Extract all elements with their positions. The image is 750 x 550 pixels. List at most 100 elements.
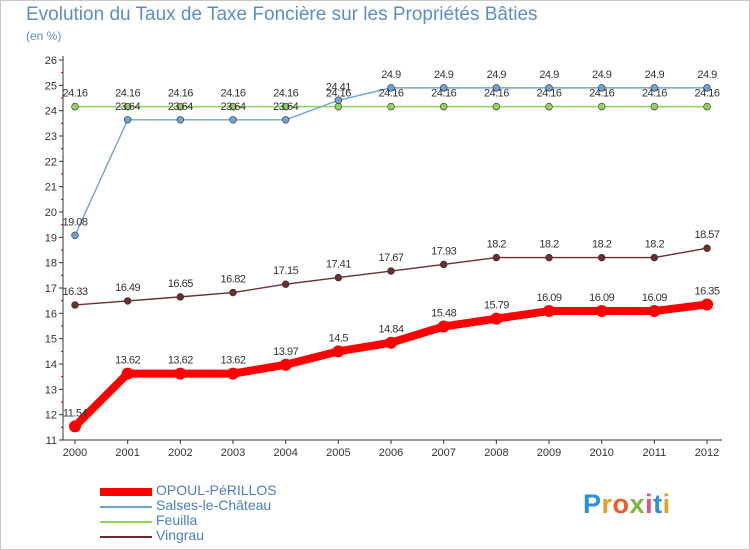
- y-tick-label: 21: [45, 182, 57, 194]
- x-tick-label: 2008: [484, 447, 508, 459]
- legend-swatch: [100, 521, 152, 523]
- data-label: 24.16: [220, 88, 245, 100]
- data-label: 16.49: [115, 282, 140, 294]
- logo-letter: i: [645, 489, 654, 519]
- x-tick-label: 2011: [643, 447, 667, 459]
- data-point: [69, 420, 81, 433]
- data-label: 18.57: [695, 229, 720, 241]
- y-tick-label: 15: [45, 334, 57, 346]
- logo-letter: o: [612, 489, 630, 519]
- legend-swatch: [100, 488, 152, 496]
- data-label: 24.16: [431, 88, 456, 100]
- y-tick-label: 23: [45, 131, 57, 143]
- legend-label: Salses-le-Château: [156, 497, 272, 513]
- data-point: [439, 84, 448, 92]
- data-point: [703, 244, 711, 252]
- y-tick-label: 13: [45, 384, 57, 396]
- x-tick-label: 2000: [63, 447, 87, 459]
- data-label: 15.79: [484, 300, 509, 312]
- data-point: [650, 102, 659, 111]
- data-point: [123, 116, 132, 124]
- data-label: 24.9: [434, 69, 454, 81]
- data-label: 24.9: [539, 69, 559, 81]
- data-point: [332, 345, 345, 358]
- data-point: [387, 102, 395, 111]
- data-point: [334, 273, 343, 282]
- data-label: 17.93: [431, 245, 456, 257]
- data-point: [439, 102, 448, 111]
- data-point: [650, 253, 659, 262]
- data-point: [701, 298, 714, 311]
- x-tick-label: 2003: [221, 447, 245, 459]
- logo-letter: i: [662, 489, 671, 519]
- y-tick-label: 16: [45, 308, 57, 320]
- legend-item-opoul: OPOUL-PéRILLOS: [100, 482, 320, 500]
- data-point: [281, 102, 290, 111]
- x-tick-label: 2002: [168, 447, 192, 459]
- data-label: 16.09: [589, 292, 614, 304]
- data-point: [439, 260, 448, 269]
- y-tick-label: 17: [45, 283, 57, 295]
- data-label: 24.9: [645, 69, 665, 81]
- y-tick-label: 12: [45, 410, 57, 422]
- data-point: [281, 280, 290, 288]
- data-point: [387, 84, 395, 92]
- data-label: 16.82: [220, 274, 245, 286]
- data-label: 24.16: [168, 88, 193, 100]
- data-point: [71, 301, 79, 309]
- y-tick-label: 25: [45, 80, 57, 92]
- data-point: [71, 102, 79, 111]
- data-label: 14.84: [379, 324, 404, 336]
- y-tick-label: 20: [45, 207, 57, 219]
- y-tick-label: 11: [46, 435, 57, 447]
- data-point: [279, 358, 292, 371]
- data-label: 18.2: [487, 239, 507, 251]
- plot-area: [63, 56, 722, 440]
- data-label: 24.16: [695, 88, 720, 100]
- data-point: [387, 267, 395, 275]
- data-point: [229, 102, 237, 111]
- legend-swatch: [100, 536, 152, 538]
- data-point: [334, 96, 343, 104]
- proxiti-logo: Proxiti: [583, 489, 671, 520]
- y-tick-label: 24: [45, 106, 57, 118]
- data-label: 23.64: [273, 101, 298, 113]
- data-label: 17.67: [379, 252, 404, 264]
- y-tick-label: 19: [45, 232, 57, 244]
- logo-letter: x: [629, 489, 646, 519]
- data-point: [229, 288, 237, 297]
- data-point: [176, 116, 185, 124]
- logo-letter: r: [601, 489, 613, 519]
- data-label: 13.62: [220, 355, 245, 367]
- y-tick-label: 18: [45, 258, 57, 270]
- legend-label: OPOUL-PéRILLOS: [156, 482, 277, 498]
- data-point: [597, 102, 606, 111]
- legend-swatch: [100, 506, 152, 508]
- x-tick-label: 2012: [695, 447, 719, 459]
- logo-letter: t: [653, 489, 663, 519]
- data-point: [492, 84, 501, 92]
- data-point: [334, 102, 343, 111]
- data-label: 16.09: [537, 292, 562, 304]
- data-label: 24.9: [487, 69, 507, 81]
- legend-label: Vingrau: [156, 527, 205, 543]
- y-tick-label: 22: [45, 156, 57, 168]
- data-point: [545, 253, 553, 262]
- data-point: [176, 102, 185, 111]
- data-label: 24.16: [62, 88, 87, 100]
- data-label: 23.64: [168, 101, 193, 113]
- data-point: [121, 367, 134, 380]
- data-label: 16.35: [695, 285, 720, 297]
- data-label: 24.16: [326, 88, 351, 100]
- data-point: [71, 231, 79, 240]
- y-tick-label: 26: [45, 55, 57, 67]
- data-label: 15.48: [431, 308, 456, 320]
- data-label: 18.2: [592, 239, 612, 251]
- legend-label: Feuilla: [156, 512, 198, 528]
- data-label: 13.97: [273, 346, 298, 358]
- logo-letter: P: [583, 489, 602, 519]
- data-point: [176, 293, 185, 301]
- data-point: [595, 305, 608, 318]
- legend-item-feuilla: Feuilla: [100, 512, 320, 530]
- data-label: 24.16: [537, 88, 562, 100]
